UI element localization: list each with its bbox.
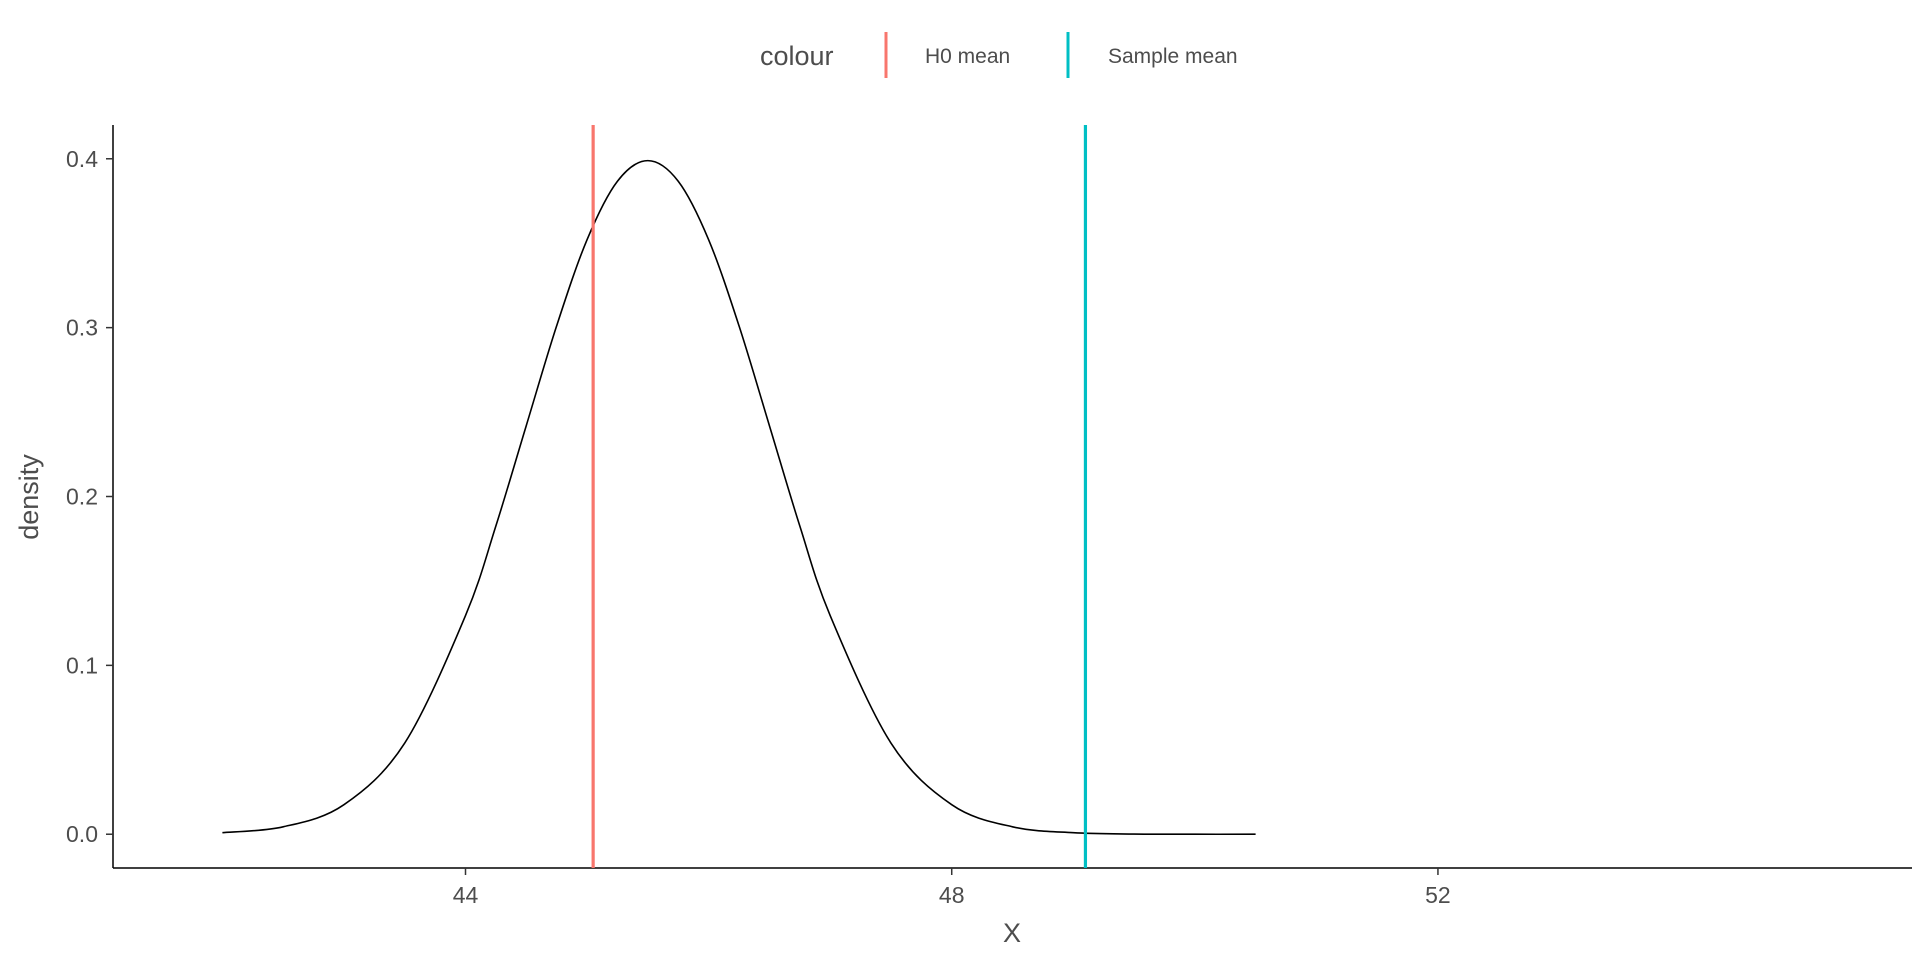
y-tick-label: 0.0: [66, 821, 98, 847]
legend-label-sample-mean: Sample mean: [1108, 45, 1238, 68]
y-tick-label: 0.1: [66, 652, 98, 678]
plot-area: [222, 125, 1256, 868]
y-tick-label: 0.4: [66, 146, 98, 172]
y-tick-label: 0.2: [66, 484, 98, 510]
x-axis-title: X: [1003, 918, 1021, 948]
x-tick-label: 48: [939, 882, 965, 908]
y-ticks: 0.0 0.1 0.2 0.3 0.4: [66, 146, 113, 847]
x-tick-label: 44: [453, 882, 479, 908]
x-tick-label: 52: [1425, 882, 1451, 908]
legend-title: colour: [760, 41, 834, 71]
y-axis-title: density: [14, 454, 44, 540]
x-ticks: 44 48 52: [453, 868, 1451, 908]
y-tick-label: 0.3: [66, 315, 98, 341]
legend: colour H0 mean Sample mean: [760, 32, 1238, 78]
density-curve: [222, 159, 1256, 836]
legend-label-h0-mean: H0 mean: [925, 45, 1010, 68]
